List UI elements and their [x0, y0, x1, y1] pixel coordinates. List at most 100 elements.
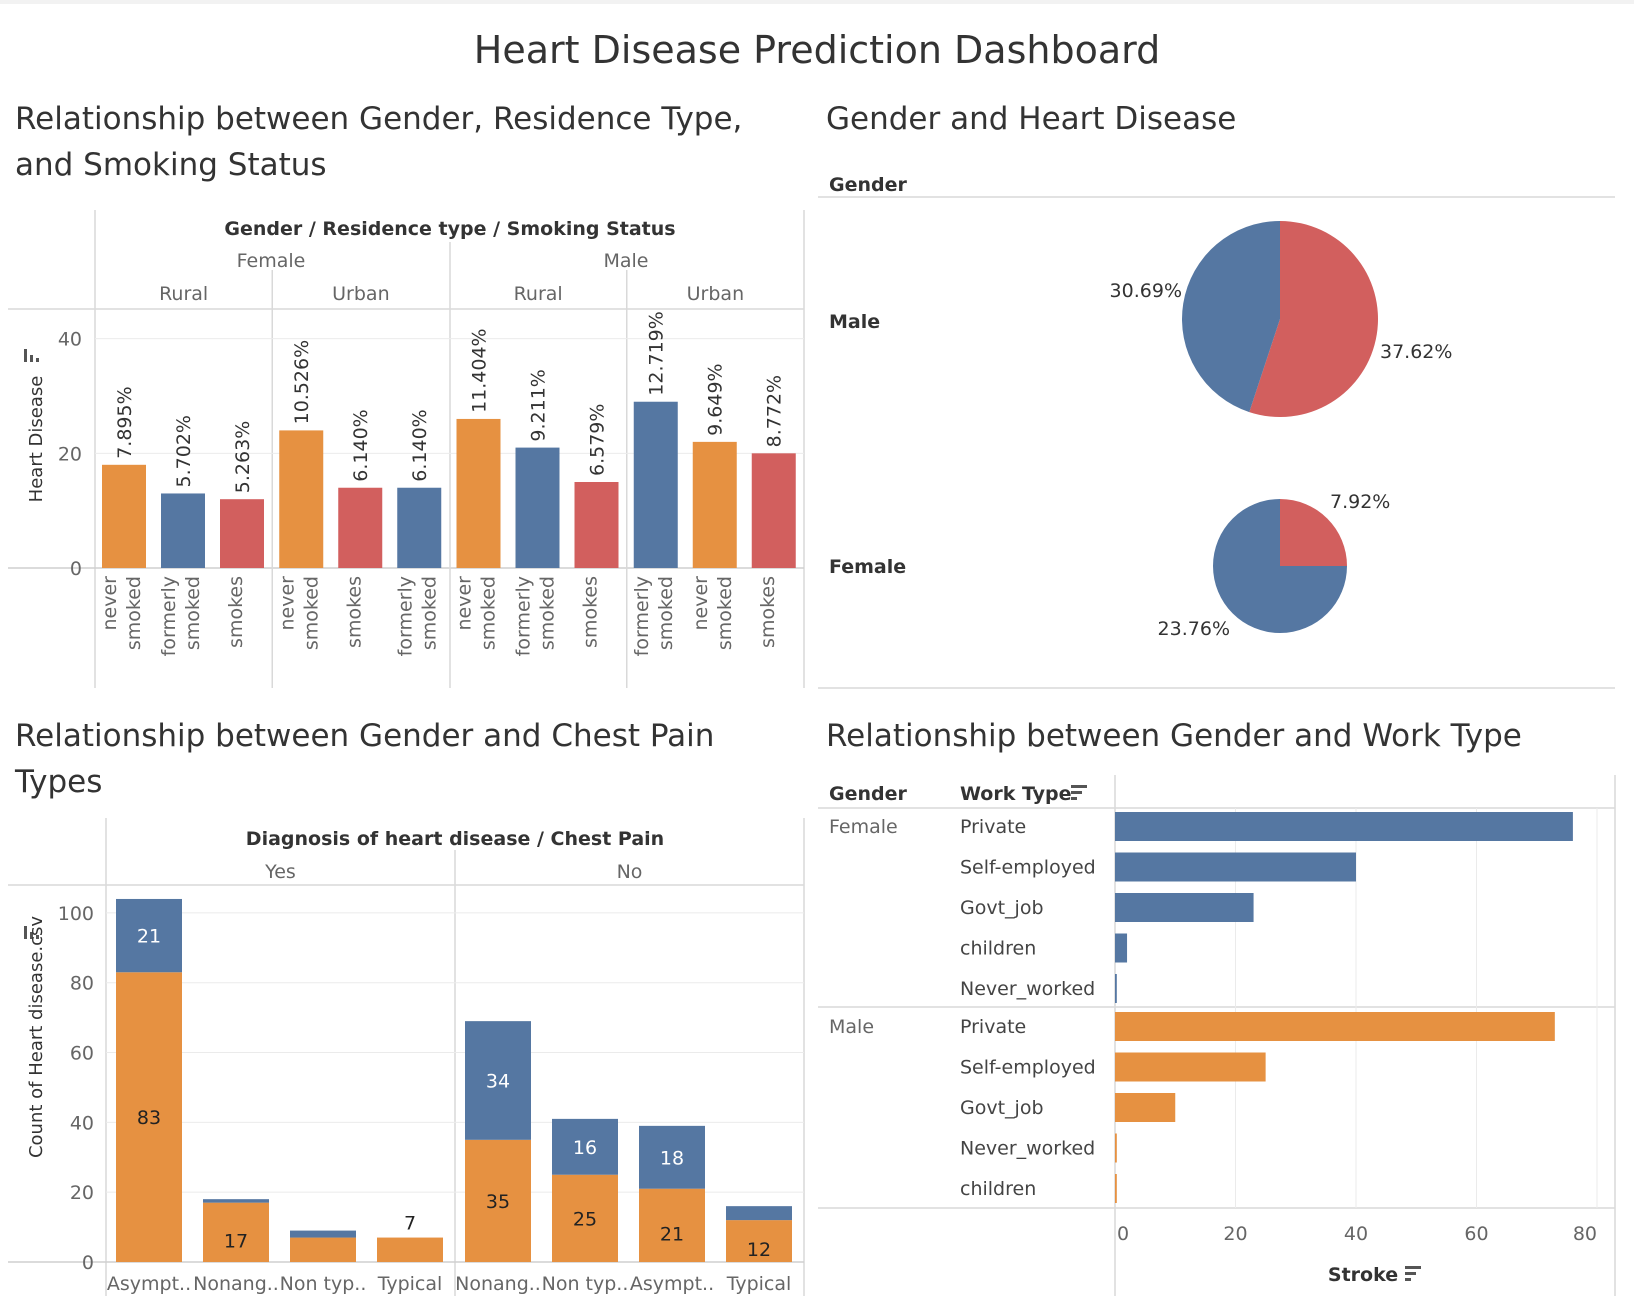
residence-bar-label: 8.772% — [764, 375, 786, 447]
residence-y-tick-label: 0 — [70, 558, 82, 580]
work-type-label: Never_worked — [960, 1138, 1095, 1160]
residence-bar — [102, 464, 146, 568]
chest-y-tick-label: 40 — [70, 1112, 94, 1134]
residence-category-label: smoked — [300, 576, 322, 650]
chest-header: Diagnosis of heart disease / Chest Pain — [246, 828, 664, 850]
residence-type-label: Rural — [514, 283, 563, 305]
residence-category-label: never — [690, 576, 712, 631]
icon-bar — [24, 926, 27, 939]
residence-header: Gender / Residence type / Smoking Status — [224, 218, 675, 240]
chest-bar-segment-blue — [116, 898, 182, 973]
gender-hd-slice-label: 30.69% — [1110, 280, 1182, 302]
residence-category-label: formerly — [631, 576, 653, 656]
chest-segment-label: 35 — [486, 1191, 510, 1213]
work-section-title: Relationship between Gender and Work Typ… — [826, 718, 1522, 754]
gender-hd-slice-label: 7.92% — [1330, 491, 1390, 513]
work-x-tick-label: 0 — [1117, 1223, 1129, 1245]
residence-sort-icon — [24, 349, 39, 362]
work-gender-column-header: Gender — [829, 783, 907, 805]
residence-y-tick-label: 20 — [58, 443, 82, 465]
gender-hd-row-label: Male — [829, 311, 880, 333]
chest-segment-label: 83 — [137, 1107, 161, 1129]
residence-section-title: Relationship between Gender, Residence T… — [15, 96, 742, 188]
chest-segment-label: 18 — [660, 1147, 684, 1169]
residence-category-label: smoked — [655, 576, 677, 650]
chest-category-label: Asympt.. — [107, 1273, 191, 1295]
residence-bar-label: 11.404% — [469, 328, 491, 413]
gender-hd-row-label: Female — [829, 556, 906, 578]
work-x-sort-icon — [1405, 1266, 1421, 1281]
work-x-tick-label: 60 — [1464, 1223, 1488, 1245]
chest-sort-icon — [24, 926, 39, 939]
residence-title-line-1: Relationship between Gender, Residence T… — [15, 101, 743, 137]
work-bar — [1115, 1133, 1117, 1163]
chest-bar-segment-orange — [639, 1188, 705, 1262]
chest-bar-segment-blue — [639, 1125, 705, 1189]
chest-segment-label: 12 — [747, 1239, 771, 1261]
residence-category-label: never — [276, 576, 298, 631]
residence-bar — [751, 453, 796, 568]
residence-bar — [692, 441, 737, 568]
gender-hd-pie-slice — [1280, 499, 1347, 566]
icon-line — [1071, 791, 1082, 794]
work-type-label: children — [960, 1178, 1036, 1200]
work-type-sort-icon — [1071, 785, 1087, 800]
work-type-label: Self-employed — [960, 857, 1096, 879]
work-type-label: children — [960, 938, 1036, 960]
residence-bar-label: 7.895% — [114, 386, 136, 458]
residence-category-label: smoked — [182, 576, 204, 650]
residence-title-line-2: and Smoking Status — [15, 147, 327, 183]
residence-category-label: smoked — [714, 576, 736, 650]
gender-hd-pie-slice — [1249, 221, 1378, 417]
icon-line — [1071, 785, 1087, 788]
residence-type-label: Urban — [687, 283, 744, 305]
chest-category-label: Typical — [726, 1273, 792, 1295]
top-border — [0, 0, 1634, 4]
chest-y-axis-title: Count of Heart disease.csv — [26, 916, 47, 1158]
residence-bar — [397, 487, 442, 568]
residence-bar-label: 6.140% — [350, 409, 372, 481]
residence-y-axis-title: Heart Disease — [26, 376, 47, 503]
chest-bar-segment-blue — [726, 1206, 792, 1221]
work-gender-label: Female — [829, 816, 898, 838]
residence-category-label: formerly — [513, 576, 535, 656]
residence-bar — [220, 499, 264, 568]
gender-hd-pie-slice — [1213, 499, 1347, 633]
chest-category-label: Non typ.. — [280, 1273, 367, 1295]
residence-category-label: smokes — [757, 576, 779, 648]
work-type-label: Govt_job — [960, 897, 1044, 919]
work-x-tick-label: 80 — [1573, 1223, 1597, 1245]
chest-category-label: Non typ.. — [542, 1273, 629, 1295]
residence-category-label: smokes — [343, 576, 365, 648]
chest-title-line-2: Types — [15, 764, 103, 800]
chest-y-tick-label: 100 — [58, 903, 94, 925]
residence-category-label: formerly — [394, 576, 416, 656]
residence-category-label: smokes — [225, 576, 247, 648]
work-bar — [1115, 893, 1254, 922]
chest-bar-segment-orange — [203, 1202, 269, 1262]
work-gender-label: Male — [829, 1016, 874, 1038]
chest-segment-label: 34 — [486, 1070, 510, 1092]
chest-segment-label: 25 — [573, 1208, 597, 1230]
residence-gender-label: Female — [237, 250, 306, 272]
chest-bar-segment-blue — [203, 1199, 269, 1203]
chest-section-title: Relationship between Gender and Chest Pa… — [15, 713, 714, 805]
work-x-tick-label: 20 — [1223, 1223, 1247, 1245]
chest-segment-label: 21 — [660, 1223, 684, 1245]
residence-category-label: smoked — [418, 576, 440, 650]
icon-bar — [30, 355, 33, 362]
residence-bar-label: 5.263% — [232, 421, 254, 493]
residence-category-label: smoked — [123, 576, 145, 650]
residence-bar-label: 9.649% — [705, 363, 727, 435]
residence-bar — [456, 418, 501, 568]
chest-segment-label: 16 — [573, 1137, 597, 1159]
work-bar — [1115, 1012, 1555, 1041]
chest-bar-segment-orange — [552, 1174, 618, 1262]
gender-hd-section-title: Gender and Heart Disease — [826, 101, 1237, 137]
chest-bar-segment-orange — [465, 1139, 531, 1262]
residence-bar — [279, 430, 324, 568]
icon-bar — [24, 349, 27, 362]
chest-category-label: Typical — [377, 1273, 443, 1295]
dashboard-title: Heart Disease Prediction Dashboard — [473, 28, 1161, 72]
residence-bar-label: 6.140% — [409, 409, 431, 481]
